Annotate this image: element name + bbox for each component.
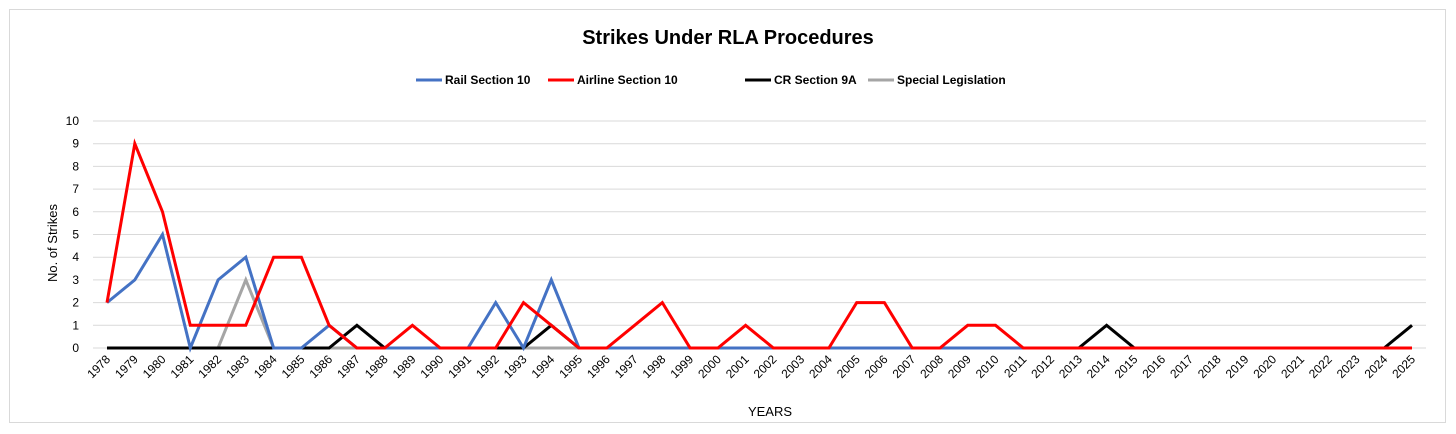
x-tick-label: 2011: [1001, 352, 1029, 380]
x-tick-label: 1981: [168, 352, 197, 381]
x-tick-label: 2017: [1167, 352, 1196, 381]
x-tick-label: 2010: [973, 352, 1002, 381]
y-tick-label: 10: [66, 114, 80, 128]
x-tick-label: 2025: [1389, 352, 1418, 381]
x-tick-label: 1995: [556, 352, 585, 381]
y-tick-label: 9: [72, 137, 79, 151]
x-tick-label: 2019: [1223, 352, 1252, 381]
y-tick-label: 7: [72, 182, 79, 196]
x-tick-label: 2005: [834, 352, 863, 381]
x-tick-label: 1983: [223, 352, 252, 381]
series-lines: [105, 138, 1413, 353]
x-tick-label: 1985: [279, 352, 308, 381]
x-tick-label: 1992: [473, 352, 502, 381]
y-tick-label: 8: [72, 159, 79, 173]
x-tick-label: 1984: [251, 352, 280, 381]
x-tick-label: 1997: [612, 352, 641, 381]
legend-label: Rail Section 10: [445, 73, 531, 87]
x-tick-label: 1989: [390, 352, 419, 381]
y-tick-label: 1: [72, 318, 79, 332]
x-tick-label: 2006: [862, 352, 891, 381]
y-tick-label: 2: [72, 296, 79, 310]
y-axis-ticks: 0 1 2 3 4 5 6 7 8 9 10: [66, 114, 80, 355]
y-tick-label: 4: [72, 250, 79, 264]
x-tick-label: 1999: [667, 352, 696, 381]
x-axis-label: YEARS: [748, 404, 792, 419]
x-tick-label: 2007: [890, 352, 919, 381]
x-tick-label: 1986: [306, 352, 335, 381]
x-tick-label: 2002: [751, 352, 780, 381]
x-tick-label: 2018: [1195, 352, 1224, 381]
x-tick-label: 2001: [723, 352, 752, 381]
legend: Rail Section 10 Airline Section 10 CR Sect…: [416, 73, 1006, 87]
x-tick-label: 1990: [418, 352, 447, 381]
x-tick-label: 1994: [529, 352, 558, 381]
x-tick-label: 1988: [362, 352, 391, 381]
legend-label: CR Section 9A: [774, 73, 857, 87]
x-tick-label: 2020: [1251, 352, 1280, 381]
x-tick-label: 1978: [84, 352, 113, 381]
legend-label: Airline Section 10: [577, 73, 678, 87]
gridlines: [93, 120, 1426, 349]
y-tick-label: 5: [72, 228, 79, 242]
y-tick-label: 6: [72, 205, 79, 219]
x-tick-label: 2014: [1084, 352, 1113, 381]
series-line-rail-section-10: [106, 230, 1412, 353]
chart-title: Strikes Under RLA Procedures: [582, 27, 874, 49]
x-tick-label: 2016: [1139, 352, 1168, 381]
legend-label: Special Legislation: [897, 73, 1006, 87]
x-tick-label: 1991: [445, 352, 474, 381]
y-tick-label: 3: [72, 273, 79, 287]
x-tick-label: 2012: [1028, 352, 1057, 381]
y-tick-label: 0: [72, 341, 79, 355]
x-tick-label: 2021: [1278, 352, 1307, 381]
x-tick-label: 2004: [806, 352, 835, 381]
x-tick-label: 2022: [1306, 352, 1335, 381]
x-tick-label: 1982: [195, 352, 224, 381]
x-tick-label: 2009: [945, 352, 974, 381]
y-axis-label: No. of Strikes: [45, 203, 60, 282]
x-tick-label: 2024: [1362, 352, 1391, 381]
x-tick-label: 2013: [1056, 352, 1085, 381]
x-tick-label: 2003: [778, 352, 807, 381]
x-tick-label: 1993: [501, 352, 530, 381]
series-line-airline-section-10: [105, 138, 1412, 350]
x-tick-label: 2000: [695, 352, 724, 381]
x-tick-label: 1998: [640, 352, 669, 381]
x-axis-ticks: 1978197919801981198219831984198519861987…: [84, 352, 1418, 381]
x-tick-label: 2023: [1334, 352, 1363, 381]
x-tick-label: 1980: [140, 352, 169, 381]
x-tick-label: 1987: [334, 352, 363, 381]
x-tick-label: 1979: [112, 352, 141, 381]
x-tick-label: 1996: [584, 352, 613, 381]
x-tick-label: 2015: [1112, 352, 1141, 381]
x-tick-label: 2008: [917, 352, 946, 381]
chart-frame: [9, 9, 1446, 423]
